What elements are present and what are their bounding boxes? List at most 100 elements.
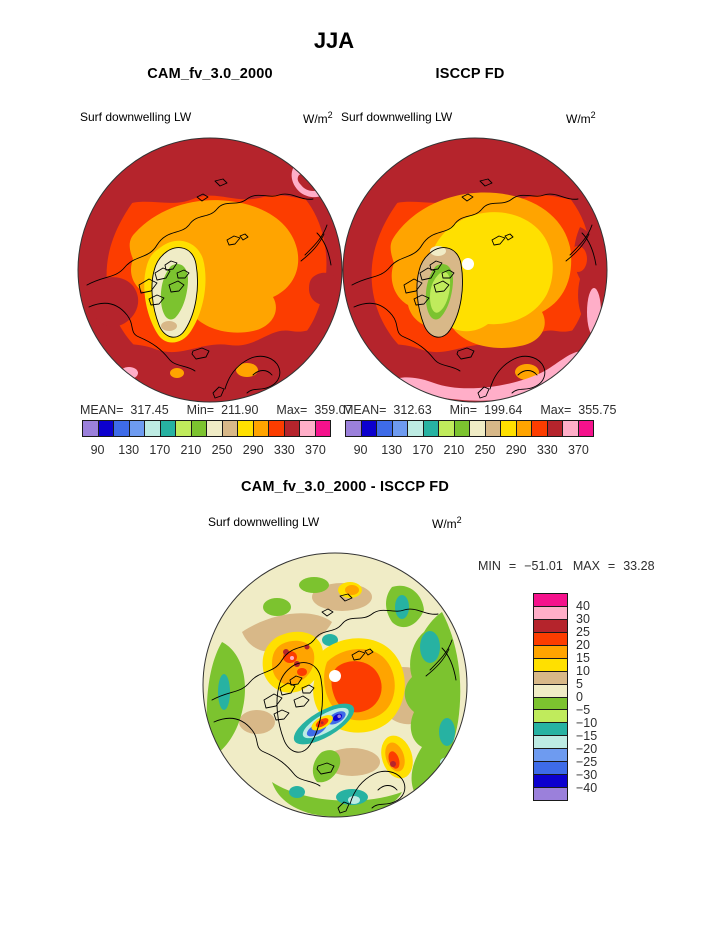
- colorbar-diff: [533, 593, 568, 801]
- colorbar-cell: [237, 420, 254, 437]
- colorbar-tick-label: −40: [576, 781, 598, 795]
- colorbar-tick-label: −30: [576, 768, 598, 782]
- colorbar-cell: [252, 420, 269, 437]
- colorbar-tick-label: 290: [505, 443, 527, 457]
- colorbar-tick-label: 210: [443, 443, 465, 457]
- map-diff: [202, 552, 468, 818]
- colorbar-cell: [299, 420, 316, 437]
- greenland-negative-streak: [293, 703, 355, 745]
- colorbar-cell: [422, 420, 439, 437]
- colorbar-tick-label: 290: [242, 443, 264, 457]
- stats-diff: MIN = −51.01 MAX = 33.28: [478, 559, 655, 573]
- colorbar-tick-label: 170: [149, 443, 171, 457]
- colorbar-tick-label: −25: [576, 755, 598, 769]
- colorbar-cell: [283, 420, 300, 437]
- colorbar-cell: [533, 683, 568, 698]
- colorbar-cell: [206, 420, 223, 437]
- polar-missing-data-dot: [462, 258, 474, 270]
- colorbar-cell: [533, 605, 568, 620]
- units-label-cam: W/m2: [303, 110, 333, 126]
- colorbar-cell: [533, 774, 568, 789]
- map-isccp: [342, 137, 608, 403]
- colorbar-tick-label: 15: [576, 651, 590, 665]
- units-label-isccp: W/m2: [566, 110, 596, 126]
- colorbar-cell: [159, 420, 176, 437]
- colorbar-tick-label: 20: [576, 638, 590, 652]
- colorbar-tick-label: −5: [576, 703, 591, 717]
- colorbar-tick-label: 170: [412, 443, 434, 457]
- colorbar-tick-label: 370: [568, 443, 589, 457]
- colorbar-cell: [175, 420, 192, 437]
- colorbar-cell: [128, 420, 145, 437]
- colorbar-cell: [221, 420, 238, 437]
- colorbar-tick-label: 130: [118, 443, 140, 457]
- colorbar-cell: [533, 644, 568, 659]
- colorbar-cell: [376, 420, 393, 437]
- colorbar-cell: [562, 420, 579, 437]
- field-label-cam: Surf downwelling LW: [80, 110, 192, 124]
- colorbar-cell: [268, 420, 285, 437]
- colorbar-cell: [391, 420, 408, 437]
- colorbar-cell: [82, 420, 99, 437]
- colorbar-tick-label: −10: [576, 716, 598, 730]
- panel-title-cam: CAM_fv_3.0_2000: [147, 66, 273, 82]
- colorbar-tick-label: 330: [536, 443, 558, 457]
- colorbar-tick-label: 90: [90, 443, 105, 457]
- colorbar-tick-label: −20: [576, 742, 598, 756]
- colorbar-cell: [533, 787, 568, 801]
- colorbar-cell: [533, 631, 568, 646]
- colorbar-cell: [515, 420, 532, 437]
- colorbar-tick-label: 25: [576, 625, 590, 639]
- season-title: JJA: [313, 28, 355, 53]
- colorbar-cell: [533, 696, 568, 711]
- units-label-diff: W/m2: [432, 515, 462, 531]
- colorbar-tick-label: 40: [576, 599, 590, 613]
- field-label-isccp: Surf downwelling LW: [341, 110, 453, 124]
- colorbar-cam: [82, 420, 331, 437]
- map-diff-contours: [206, 577, 461, 817]
- colorbar-cell: [407, 420, 424, 437]
- colorbar-cell: [533, 748, 568, 763]
- colorbar-tick-label: −15: [576, 729, 598, 743]
- colorbar-cell: [533, 722, 568, 737]
- colorbar-cell: [533, 618, 568, 633]
- colorbar-cell: [533, 670, 568, 685]
- colorbar-cell: [577, 420, 594, 437]
- colorbar-tick-label: 250: [474, 443, 496, 457]
- colorbar-cell: [453, 420, 470, 437]
- colorbar-cam-ticks: 90 130 170 210 250 290 330 370: [82, 443, 331, 458]
- colorbar-tick-label: 330: [273, 443, 295, 457]
- stats-cam: MEAN= 317.45 Min= 211.90 Max= 359.07: [80, 403, 353, 417]
- colorbar-cell: [546, 420, 563, 437]
- stats-isccp: MEAN= 312.63 Min= 199.64 Max= 355.75: [343, 403, 617, 417]
- panel-title-diff: CAM_fv_3.0_2000 - ISCCP FD: [240, 479, 450, 495]
- colorbar-cell: [533, 735, 568, 750]
- colorbar-diff-ticks: 40 30 25 20 15 10 5 0 −5 −10 −15 −20 −25 −30 −40: [576, 593, 620, 801]
- colorbar-cell: [500, 420, 517, 437]
- colorbar-cell: [345, 420, 362, 437]
- colorbar-cell: [314, 420, 331, 437]
- colorbar-tick-label: 250: [211, 443, 233, 457]
- colorbar-cell: [438, 420, 455, 437]
- colorbar-cell: [533, 709, 568, 724]
- panel-title-isccp: ISCCP FD: [435, 66, 505, 82]
- colorbar-cell: [469, 420, 486, 437]
- colorbar-isccp: [345, 420, 594, 437]
- colorbar-cell: [97, 420, 114, 437]
- map-cam: [77, 137, 343, 403]
- polar-missing-data-dot: [329, 670, 341, 682]
- colorbar-tick-label: 30: [576, 612, 590, 626]
- colorbar-tick-label: 0: [576, 690, 583, 704]
- colorbar-isccp-ticks: 90 130 170 210 250 290 330 370: [345, 443, 594, 458]
- colorbar-tick-label: 10: [576, 664, 590, 678]
- colorbar-cell: [113, 420, 130, 437]
- colorbar-cell: [533, 761, 568, 776]
- colorbar-tick-label: 130: [381, 443, 403, 457]
- colorbar-cell: [144, 420, 161, 437]
- field-label-diff: Surf downwelling LW: [208, 515, 320, 529]
- colorbar-cell: [190, 420, 207, 437]
- colorbar-tick-label: 370: [305, 443, 326, 457]
- colorbar-tick-label: 90: [353, 443, 368, 457]
- colorbar-tick-label: 210: [180, 443, 202, 457]
